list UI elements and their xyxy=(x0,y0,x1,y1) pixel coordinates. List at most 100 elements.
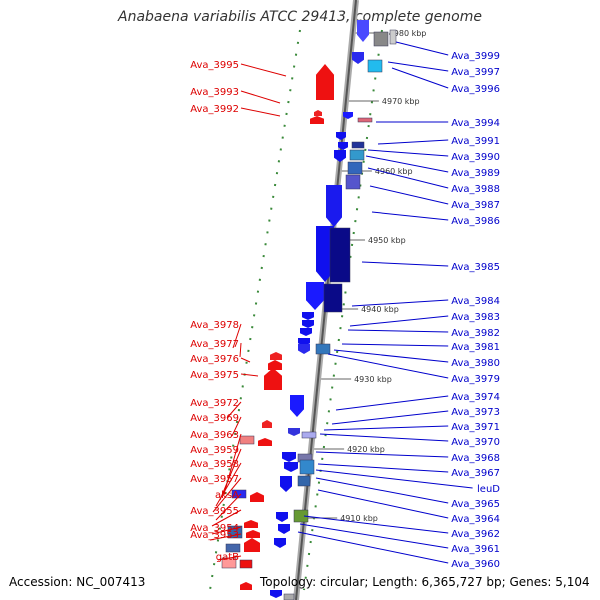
gene-label-right: Ava_3964 xyxy=(451,514,500,525)
kbp-tick-label: 4970 kbp xyxy=(382,97,420,106)
gene-label-right: Ava_3985 xyxy=(451,262,500,273)
gene-reverse xyxy=(298,344,310,354)
gene-label-right: Ava_3971 xyxy=(451,422,500,433)
gene-reverse xyxy=(349,149,365,161)
leader-line-right xyxy=(297,531,449,564)
kbp-tick-label: 4930 kbp xyxy=(354,375,392,384)
gene-forward xyxy=(244,520,258,528)
gene-reverse xyxy=(276,512,288,522)
leader-line-left xyxy=(240,373,259,377)
gene-label-left: Ava_3953 xyxy=(190,530,239,541)
leader-line-right xyxy=(365,155,449,173)
leader-line-right xyxy=(315,451,449,458)
gene-label-right: Ava_3991 xyxy=(451,136,500,147)
gene-label-right: Ava_3986 xyxy=(451,216,500,227)
leader-line-right xyxy=(367,167,449,189)
gene-label-left: Ava_3959 xyxy=(190,445,239,456)
gene-label-left: Ava_3992 xyxy=(190,104,239,115)
gene-reverse xyxy=(336,132,346,140)
gene-label-right: Ava_3962 xyxy=(451,529,500,540)
gene-label-right: Ava_3987 xyxy=(451,200,500,211)
left-gene-labels: Ava_3995 Ava_3993 Ava_3992 Ava_3978 Ava_3977… xyxy=(190,60,287,563)
gene-reverse xyxy=(329,227,351,283)
gene-label-right: Ava_3960 xyxy=(451,559,500,570)
gene-label-right: Ava_3984 xyxy=(451,296,500,307)
leader-line-right xyxy=(331,410,449,425)
right-gene-labels: Ava_3999 Ava_3997 Ava_3996 Ava_3994 Ava_3991… xyxy=(297,41,500,570)
kbp-tick-label: 4980 kbp xyxy=(389,29,427,38)
gene-label-right: Ava_3965 xyxy=(451,499,500,510)
gene-label-right: Ava_3973 xyxy=(451,407,500,418)
leader-line-right xyxy=(333,349,449,363)
gene-label-right: Ava_3979 xyxy=(451,374,500,385)
kbp-tick-label: 4950 kbp xyxy=(368,236,406,245)
gene-label-left: gatB xyxy=(216,552,239,563)
leader-line-right xyxy=(317,489,449,519)
gene-label-left: Ava_3963 xyxy=(190,430,239,441)
gene-reverse xyxy=(352,52,364,64)
gene-reverse xyxy=(306,282,324,310)
gene-label-right: Ava_3999 xyxy=(451,51,500,62)
topology-text: Topology: circular; Length: 6,365,727 bp… xyxy=(260,575,590,589)
leader-line-right xyxy=(319,433,449,442)
gene-reverse xyxy=(299,459,315,475)
leader-line-left xyxy=(231,416,242,437)
kbp-tick-label: 4910 kbp xyxy=(340,514,378,523)
gene-reverse xyxy=(301,431,317,439)
gene-label-right: Ava_3970 xyxy=(451,437,500,448)
leader-line-left xyxy=(239,342,242,358)
gene-reverse xyxy=(345,174,361,190)
gene-label-right: Ava_3989 xyxy=(451,168,500,179)
gene-label-left: Ava_3972 xyxy=(190,398,239,409)
gene-forward xyxy=(239,559,253,569)
gene-label-left: Ava_3995 xyxy=(190,60,239,71)
kbp-tick-label: 4940 kbp xyxy=(361,305,399,314)
gene-forward xyxy=(231,489,247,499)
page-title: Anabaena variabilis ATCC 29413, complete… xyxy=(118,9,482,25)
leader-line-left xyxy=(215,462,242,507)
leader-line-right xyxy=(315,477,449,504)
gene-label-left: Ava_3978 xyxy=(190,320,239,331)
gene-reverse xyxy=(389,29,397,45)
gene-label-left: Ava_3955 xyxy=(190,506,239,517)
gene-reverse xyxy=(316,226,334,282)
gene-label-left: Ava_3975 xyxy=(190,370,239,381)
leader-line-left xyxy=(211,526,242,535)
gene-forward xyxy=(270,352,282,360)
gene-reverse xyxy=(326,185,342,227)
gene-reverse xyxy=(278,524,290,534)
gene-forward xyxy=(258,438,272,446)
leader-line-right xyxy=(367,149,449,157)
gene-forward xyxy=(246,530,260,538)
gene-reverse xyxy=(270,590,282,598)
leader-line-left xyxy=(212,477,242,513)
leader-line-right xyxy=(315,469,473,489)
gene-reverse xyxy=(351,141,365,149)
leader-line-right xyxy=(377,139,449,145)
leader-line-right xyxy=(323,425,449,431)
gene-reverse xyxy=(282,452,296,462)
gene-reverse xyxy=(367,59,383,73)
leader-line-right xyxy=(387,61,449,72)
gene-label-right: Ava_3990 xyxy=(451,152,500,163)
leader-line-right xyxy=(347,329,449,333)
gene-reverse xyxy=(323,283,343,313)
gene-reverse xyxy=(302,312,314,320)
gene-label-left: Ava_3958 xyxy=(190,459,239,470)
leader-line-left xyxy=(240,90,281,104)
gene-forward xyxy=(264,368,282,390)
gene-reverse xyxy=(280,476,292,492)
gene-features xyxy=(221,20,397,600)
gene-reverse xyxy=(347,161,363,175)
leader-line-left xyxy=(217,555,242,561)
leader-line-left xyxy=(211,509,242,527)
gene-label-right: Ava_3980 xyxy=(451,358,500,369)
gene-reverse xyxy=(343,112,353,119)
gene-label-left: Ava_3957 xyxy=(190,474,239,485)
leader-line-left xyxy=(219,448,242,501)
gene-forward xyxy=(250,492,264,502)
gene-label-right: Ava_3997 xyxy=(451,67,500,78)
kbp-tick-label: 4920 kbp xyxy=(347,445,385,454)
gene-forward xyxy=(314,110,322,116)
gene-label-right: Ava_3961 xyxy=(451,544,500,555)
